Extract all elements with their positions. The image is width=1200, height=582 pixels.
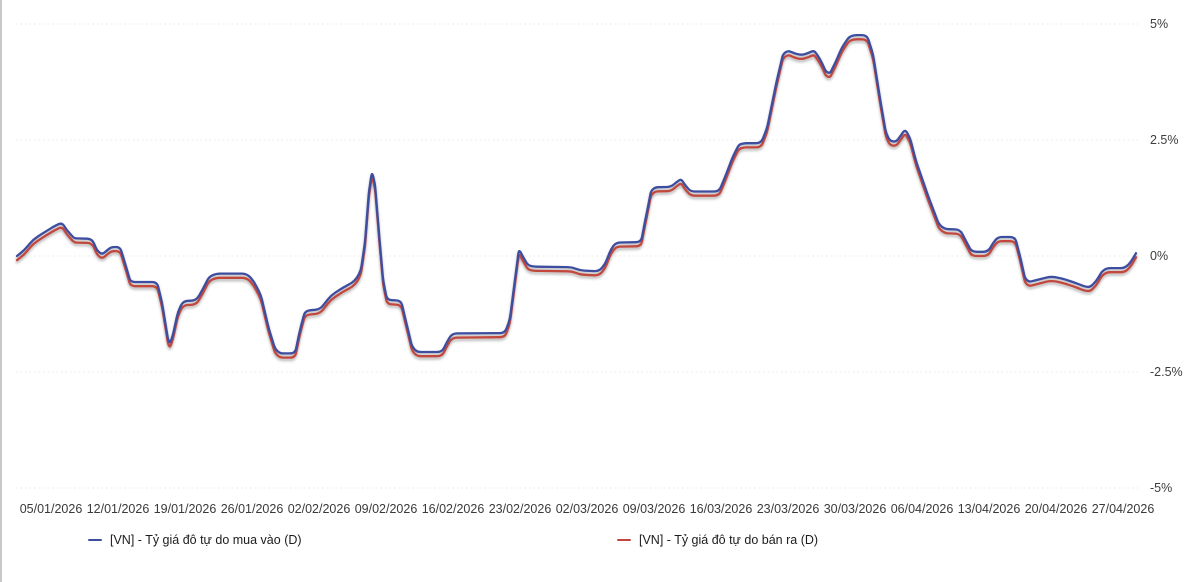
x-axis-tick-label: 30/03/2026: [823, 502, 887, 516]
x-axis-tick-label: 02/02/2026: [287, 502, 351, 516]
legend-label-buy: [VN] - Tỷ giá đô tự do mua vào (D): [110, 533, 302, 547]
y-axis-tick-label: 2.5%: [1150, 133, 1179, 147]
sell-series-swatch-icon: [617, 538, 631, 542]
x-axis-tick-label: 27/04/2026: [1091, 502, 1155, 516]
y-axis-tick-label: -5%: [1150, 481, 1173, 495]
x-axis-tick-label: 13/04/2026: [957, 502, 1021, 516]
x-axis-tick-label: 16/03/2026: [689, 502, 753, 516]
x-axis-tick-label: 19/01/2026: [153, 502, 217, 516]
x-axis-tick-label: 26/01/2026: [220, 502, 284, 516]
sell-rate-line[interactable]: [15, 38, 1138, 359]
chart-legend: [VN] - Tỷ giá đô tự do mua vào (D) [VN] …: [0, 530, 1200, 554]
x-axis-tick-label: 09/03/2026: [622, 502, 686, 516]
x-axis-tick-label: 05/01/2026: [19, 502, 83, 516]
x-axis-tick-label: 09/02/2026: [354, 502, 418, 516]
x-axis-tick-label: 12/01/2026: [86, 502, 150, 516]
x-axis-tick-label: 02/03/2026: [555, 502, 619, 516]
x-axis-tick-label: 16/02/2026: [421, 502, 485, 516]
y-axis-tick-label: -2.5%: [1150, 365, 1183, 379]
x-axis-tick-label: 23/02/2026: [488, 502, 552, 516]
legend-label-sell: [VN] - Tỷ giá đô tự do bán ra (D): [639, 533, 819, 547]
y-axis-tick-label: 5%: [1150, 17, 1169, 31]
x-axis-tick-label: 06/04/2026: [890, 502, 954, 516]
legend-item-buy[interactable]: [VN] - Tỷ giá đô tự do mua vào (D): [88, 530, 302, 550]
buy-series-swatch-icon: [88, 538, 102, 542]
y-axis-tick-label: 0%: [1150, 249, 1169, 263]
x-axis-tick-label: 20/04/2026: [1024, 502, 1088, 516]
gridlines: [16, 23, 1138, 489]
buy-rate-line[interactable]: [15, 33, 1138, 355]
x-axis-tick-label: 23/03/2026: [756, 502, 820, 516]
panel-left-border: [0, 0, 2, 582]
legend-item-sell[interactable]: [VN] - Tỷ giá đô tự do bán ra (D): [617, 530, 818, 550]
